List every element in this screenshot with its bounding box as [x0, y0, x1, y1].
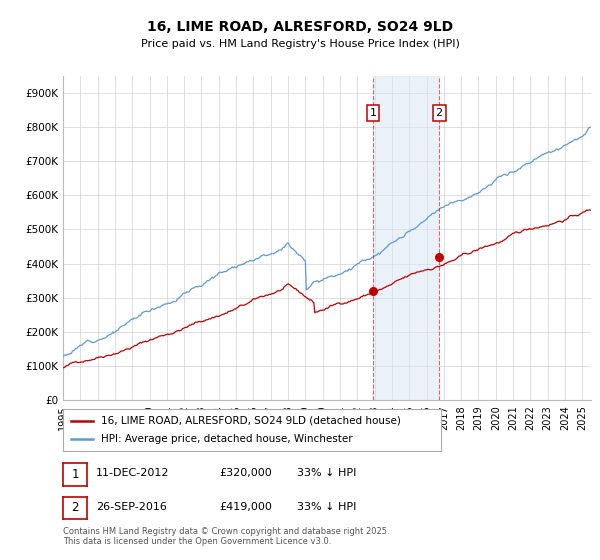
Text: Contains HM Land Registry data © Crown copyright and database right 2025.
This d: Contains HM Land Registry data © Crown c… [63, 526, 389, 546]
Bar [373, 76, 439, 400]
Text: 16, LIME ROAD, ALRESFORD, SO24 9LD (detached house): 16, LIME ROAD, ALRESFORD, SO24 9LD (deta… [101, 416, 401, 426]
Text: 33% ↓ HPI: 33% ↓ HPI [297, 502, 356, 512]
Text: 1: 1 [71, 468, 79, 481]
Text: HPI: Average price, detached house, Winchester: HPI: Average price, detached house, Winc… [101, 434, 352, 444]
Text: 2: 2 [71, 501, 79, 515]
Text: £419,000: £419,000 [219, 502, 272, 512]
Text: 26-SEP-2016: 26-SEP-2016 [96, 502, 167, 512]
Text: 33% ↓ HPI: 33% ↓ HPI [297, 468, 356, 478]
Text: 11-DEC-2012: 11-DEC-2012 [96, 468, 170, 478]
Text: 1: 1 [370, 108, 377, 118]
Text: Price paid vs. HM Land Registry's House Price Index (HPI): Price paid vs. HM Land Registry's House … [140, 39, 460, 49]
Text: 2: 2 [436, 108, 443, 118]
Text: £320,000: £320,000 [219, 468, 272, 478]
Text: 16, LIME ROAD, ALRESFORD, SO24 9LD: 16, LIME ROAD, ALRESFORD, SO24 9LD [147, 20, 453, 34]
